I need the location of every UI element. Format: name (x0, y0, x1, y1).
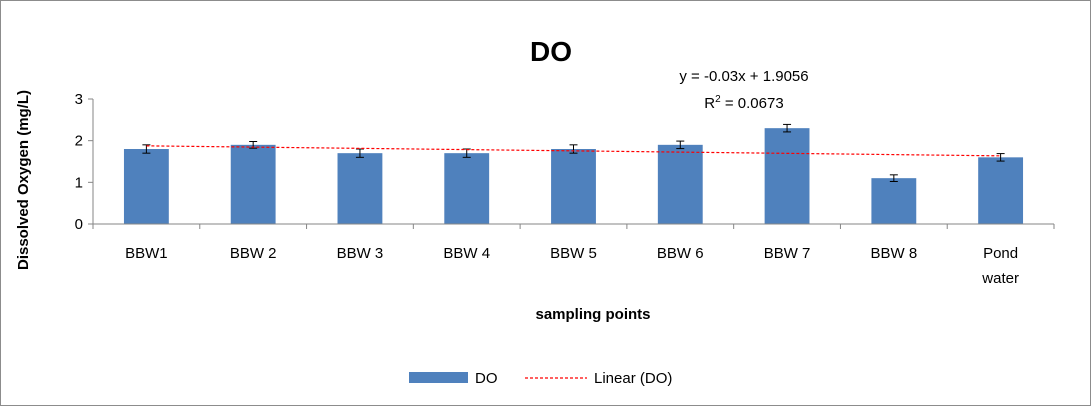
legend: DO Linear (DO) (409, 370, 672, 387)
legend-label-linear-do: Linear (DO) (594, 370, 672, 387)
x-tick-label: BBW 6 (657, 245, 704, 262)
x-tick-label: BBW 2 (230, 245, 277, 262)
r2-value: = 0.0673 (721, 95, 784, 112)
x-axis-title: sampling points (535, 306, 650, 323)
x-tick-label: BBW 3 (337, 245, 384, 262)
r2-prefix: R (704, 95, 715, 112)
legend-swatch-do (409, 372, 468, 383)
bar (764, 128, 810, 224)
trendline-r-squared: R2 = 0.0673 (704, 94, 783, 112)
r2-superscript: 2 (715, 94, 721, 105)
y-tick-label: 3 (75, 91, 83, 108)
y-axis-title: Dissolved Oxygen (mg/L) (15, 90, 32, 270)
trendline (146, 145, 1001, 157)
bar (871, 178, 917, 224)
bar (657, 144, 703, 224)
x-tick-label: water (981, 270, 1019, 287)
bar (551, 149, 596, 224)
y-tick-label: 2 (75, 133, 83, 150)
x-tick-label: BBW 4 (443, 245, 490, 262)
bar (978, 157, 1024, 224)
bar (444, 153, 490, 224)
bar (230, 144, 276, 224)
y-tick-label: 1 (75, 174, 83, 191)
x-tick-label: BBW 5 (550, 245, 597, 262)
plot-area: 0 1 2 3 BBW1 BBW 2 BBW 3 BBW 4 BBW 5 BBW 6 BBW 7 BB… (75, 91, 1055, 287)
trendline-equation: y = -0.03x + 1.9056 (679, 68, 808, 85)
x-tick-label: BBW1 (125, 245, 168, 262)
bar (123, 149, 169, 224)
legend-label-do: DO (475, 370, 498, 387)
y-tick-label: 0 (75, 216, 83, 233)
chart-title: DO (530, 36, 572, 67)
legend-item-do[interactable]: DO (409, 370, 498, 387)
x-tick-label: BBW 8 (870, 245, 917, 262)
bar (337, 153, 383, 224)
x-tick-label: BBW 7 (764, 245, 811, 262)
legend-item-linear-do[interactable]: Linear (DO) (525, 370, 672, 387)
x-tick-label: Pond (983, 245, 1018, 262)
y-axis-title-group: Dissolved Oxygen (mg/L) (15, 90, 32, 270)
